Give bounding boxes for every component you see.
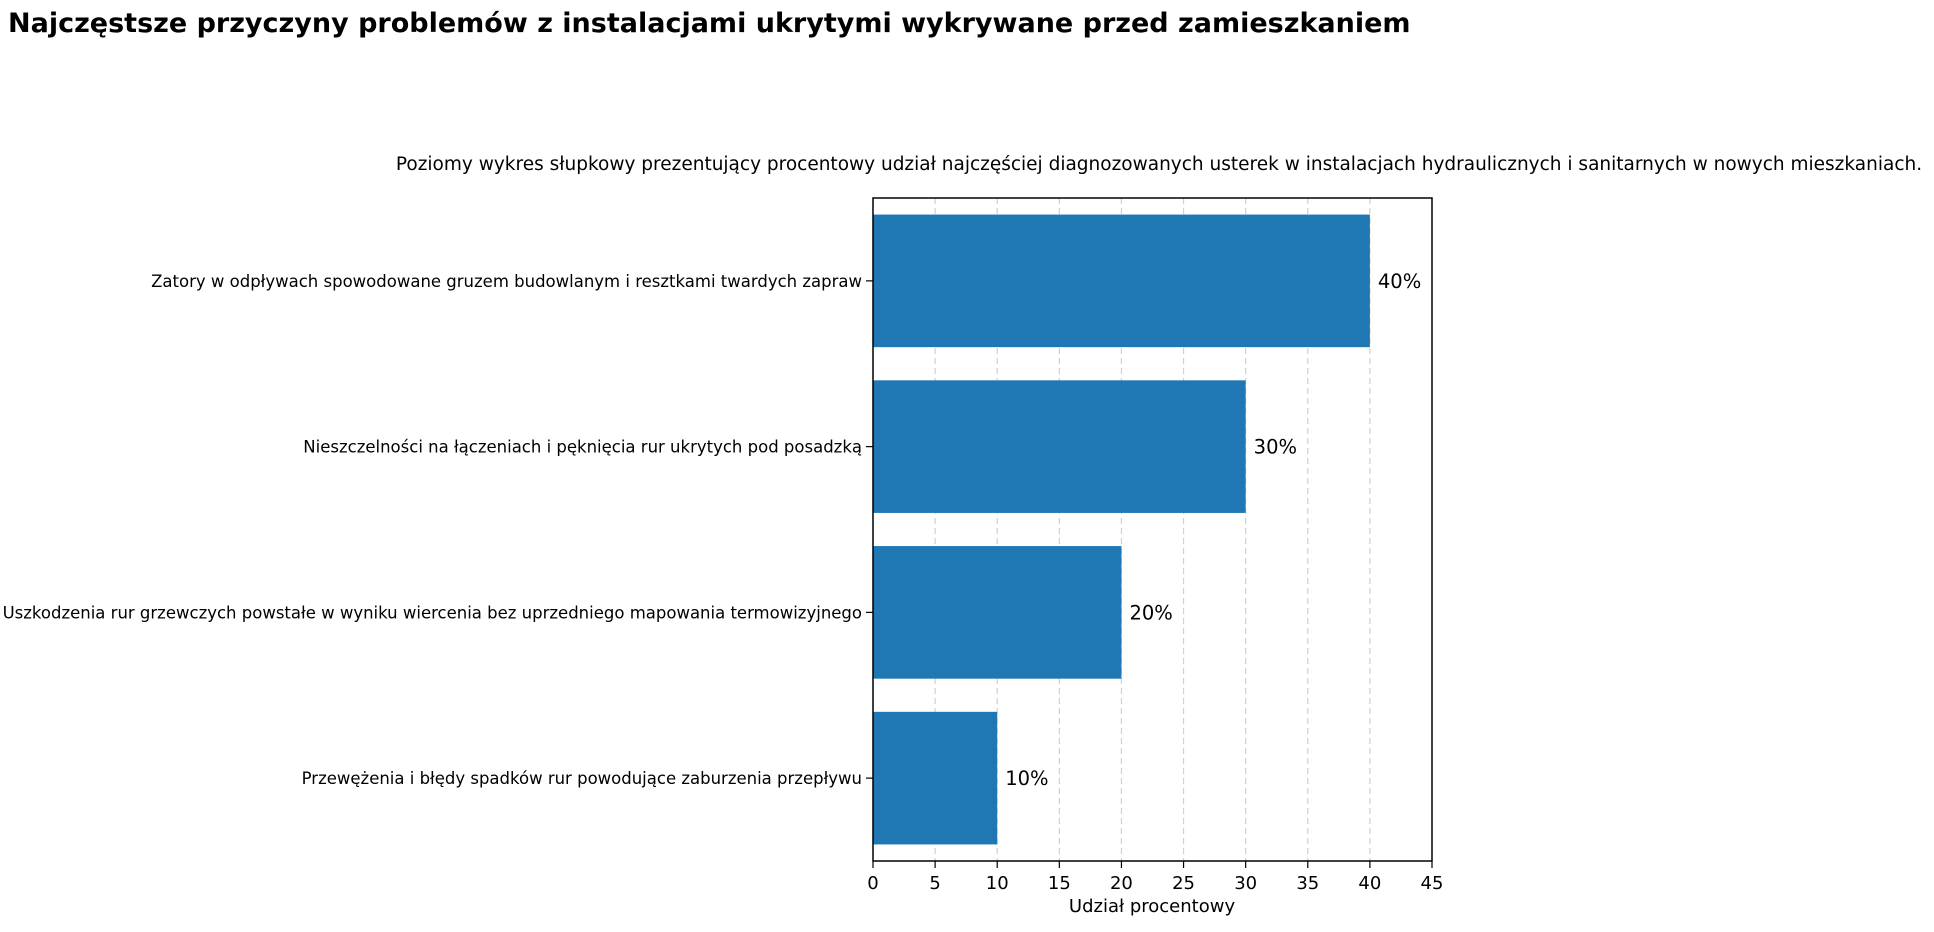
bar	[873, 214, 1370, 348]
x-tick-label: 10	[986, 873, 1009, 894]
category-label: Przewężenia i błędy spadków rur powodują…	[302, 769, 862, 788]
x-axis-label: Udział procentowy	[1069, 896, 1236, 917]
data-label: 40%	[1378, 270, 1421, 293]
x-tick-label: 20	[1110, 873, 1133, 894]
data-label: 10%	[1005, 767, 1048, 790]
bar	[873, 380, 1246, 513]
x-tick-label: 45	[1421, 873, 1444, 894]
category-label: Zatory w odpływach spowodowane gruzem bu…	[151, 272, 862, 291]
chart-subtitle: Poziomy wykres słupkowy prezentujący pro…	[396, 154, 1922, 175]
data-labels: 40% 30% 20% 10%	[1005, 270, 1421, 790]
data-label: 30%	[1254, 436, 1297, 459]
x-tick-label: 5	[929, 873, 940, 894]
x-tick-label: 0	[867, 873, 878, 894]
x-tick-label: 15	[1048, 873, 1071, 894]
x-tick-label: 30	[1234, 873, 1257, 894]
data-label: 20%	[1129, 601, 1172, 624]
bar	[873, 546, 1122, 679]
bar	[873, 711, 998, 845]
plot-area	[872, 197, 1433, 862]
x-tick-label: 40	[1358, 873, 1381, 894]
category-label: Nieszczelności na łączeniach i pęknięcia…	[303, 438, 862, 457]
x-axis-ticks: 0 5 10 15 20 25 30 35 40 45	[867, 861, 1443, 894]
category-labels: Zatory w odpływach spowodowane gruzem bu…	[3, 272, 873, 788]
bars	[873, 214, 1370, 845]
category-label: Uszkodzenia rur grzewczych powstałe w wy…	[3, 603, 862, 622]
x-tick-label: 25	[1172, 873, 1195, 894]
chart-title: Najczęstsze przyczyny problemów z instal…	[8, 8, 1411, 39]
x-tick-label: 35	[1296, 873, 1319, 894]
